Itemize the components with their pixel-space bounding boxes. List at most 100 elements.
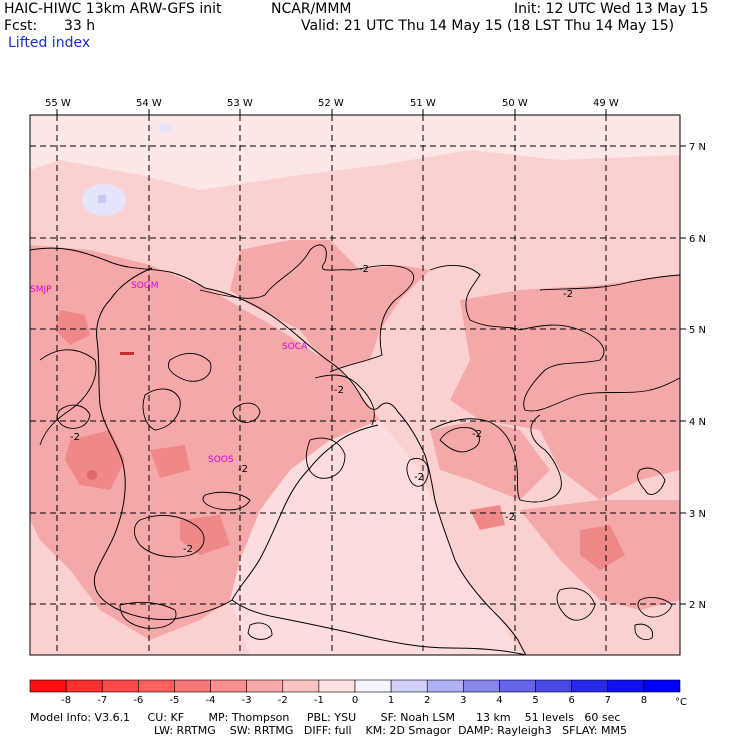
colorbar-tick-label: 2 bbox=[424, 695, 430, 706]
contour-label: -2 bbox=[334, 385, 344, 396]
contour-line bbox=[247, 622, 273, 640]
contour-line bbox=[439, 427, 480, 453]
border-path bbox=[93, 267, 233, 621]
contour-label: -2 bbox=[505, 512, 515, 523]
strong-negative-region bbox=[55, 310, 90, 345]
medium-negative-region bbox=[30, 245, 380, 640]
contour-line bbox=[119, 601, 177, 629]
contour-line bbox=[306, 437, 346, 479]
strong-negative-region bbox=[180, 515, 230, 555]
lon-label: 52 W bbox=[318, 98, 344, 109]
lon-label: 54 W bbox=[136, 98, 162, 109]
contour-line bbox=[429, 264, 521, 331]
colorbar-tick-label: 8 bbox=[641, 695, 647, 706]
contour-line bbox=[167, 353, 212, 382]
footer-physics: LW: RRTMG SW: RRTMG DIFF: full KM: 2D Sm… bbox=[154, 724, 627, 737]
colorbar-tick-label: -7 bbox=[97, 695, 107, 706]
colorbar-tick-label: 5 bbox=[532, 695, 538, 706]
contour-line bbox=[637, 467, 666, 495]
border-path bbox=[231, 599, 527, 655]
colorbar-swatch bbox=[65, 679, 103, 693]
medium-negative-region bbox=[430, 420, 550, 500]
positive-region bbox=[158, 123, 172, 133]
colorbar-swatch bbox=[210, 679, 247, 693]
contour-line bbox=[314, 374, 375, 426]
station-label-sogm: SOGM bbox=[131, 281, 159, 291]
lifted-index-field bbox=[30, 115, 680, 655]
stations: SMJP SOGM SOCA SOOS bbox=[30, 281, 308, 465]
light-region bbox=[230, 420, 520, 655]
colorbar-swatch bbox=[246, 679, 284, 693]
colorbar-ticks: -8 -7 -6 -5 -4 -3 -2 -1 0 1 2 3 4 5 6 7 8 bbox=[61, 695, 647, 706]
lon-label: 55 W bbox=[45, 98, 71, 109]
colorbar-swatch bbox=[318, 679, 356, 693]
strong-negative-region bbox=[87, 470, 97, 480]
contour-label: -2 bbox=[70, 432, 80, 443]
colorbar-unit: °C bbox=[675, 697, 687, 708]
medium-negative-region bbox=[450, 275, 680, 500]
lat-label: 2 N bbox=[689, 600, 706, 611]
medium-negative-region bbox=[230, 240, 430, 370]
contour-line bbox=[202, 491, 251, 511]
contour-line bbox=[199, 244, 415, 373]
station-label-soos: SOOS bbox=[208, 455, 234, 465]
contour-label: -2 bbox=[563, 289, 573, 300]
colorbar-tick-label: -2 bbox=[278, 695, 288, 706]
contour-line bbox=[634, 623, 653, 641]
colorbar-swatch bbox=[174, 679, 211, 693]
header-org: NCAR/MMM bbox=[271, 1, 352, 17]
header-fcst-value: 33 h bbox=[64, 18, 96, 34]
lon-label: 50 W bbox=[502, 98, 528, 109]
map-frame bbox=[29, 114, 681, 656]
latitude-labels: 7 N 6 N 5 N 4 N 3 N 2 N bbox=[689, 142, 706, 611]
contour-line bbox=[637, 597, 673, 618]
header-title: HAIC-HIWC 13km ARW-GFS init bbox=[4, 1, 222, 17]
colorbar-tick-label: -6 bbox=[133, 695, 143, 706]
colorbar-swatch bbox=[643, 679, 681, 693]
light-region bbox=[30, 115, 680, 190]
colorbar-tick-label: -1 bbox=[314, 695, 324, 706]
station-label-smjp: SMJP bbox=[30, 285, 52, 295]
colorbar-swatch bbox=[499, 679, 536, 693]
strong-negative-region bbox=[120, 352, 134, 355]
lat-label: 3 N bbox=[689, 509, 706, 520]
colorbar-swatch bbox=[138, 679, 175, 693]
contour-label: -2 bbox=[472, 429, 482, 440]
contour-label: -2 bbox=[183, 544, 193, 555]
grid-lines bbox=[30, 115, 680, 655]
colorbar-tick-label: 0 bbox=[352, 695, 358, 706]
lat-label: 7 N bbox=[689, 142, 706, 153]
colorbar-tick-label: 6 bbox=[568, 695, 574, 706]
contour-label: -2 bbox=[238, 464, 248, 475]
positive-region bbox=[98, 195, 106, 203]
contour-line bbox=[39, 349, 97, 446]
header-init: Init: 12 UTC Wed 13 May 15 bbox=[514, 1, 709, 17]
contour-line bbox=[429, 414, 562, 503]
colorbar-tick-label: -4 bbox=[206, 695, 216, 706]
lon-label: 51 W bbox=[410, 98, 436, 109]
field-name: Lifted index bbox=[8, 35, 91, 51]
colorbar-swatch bbox=[101, 679, 139, 693]
strong-negative-region bbox=[580, 525, 625, 570]
colorbar-tick-label: -8 bbox=[61, 695, 71, 706]
lon-label: 53 W bbox=[227, 98, 253, 109]
longitude-labels: 55 W 54 W 53 W 52 W 51 W 50 W 49 W bbox=[45, 98, 619, 109]
colorbar-swatch bbox=[426, 679, 464, 693]
colorbar-swatch bbox=[535, 679, 572, 693]
colorbar-swatch bbox=[354, 679, 392, 693]
contour-lines bbox=[39, 244, 680, 641]
colorbar-tick-label: -5 bbox=[169, 695, 179, 706]
colorbar-swatch bbox=[29, 679, 67, 693]
contour-labels: -2 -2 -2 -2 -2 -2 -2 -2 -2 bbox=[70, 264, 573, 555]
strong-negative-region bbox=[65, 430, 125, 490]
colorbar-swatch bbox=[607, 679, 645, 693]
colorbar-swatch bbox=[571, 679, 609, 693]
strong-negative-region bbox=[470, 505, 505, 530]
colorbar-tick-label: 1 bbox=[388, 695, 394, 706]
header-fcst-label: Fcst: bbox=[4, 18, 38, 34]
strong-negative-region bbox=[150, 445, 190, 478]
colorbar-swatch bbox=[390, 679, 428, 693]
frame-ticks bbox=[56, 109, 686, 605]
contour-line bbox=[539, 274, 680, 291]
lat-label: 6 N bbox=[689, 234, 706, 245]
